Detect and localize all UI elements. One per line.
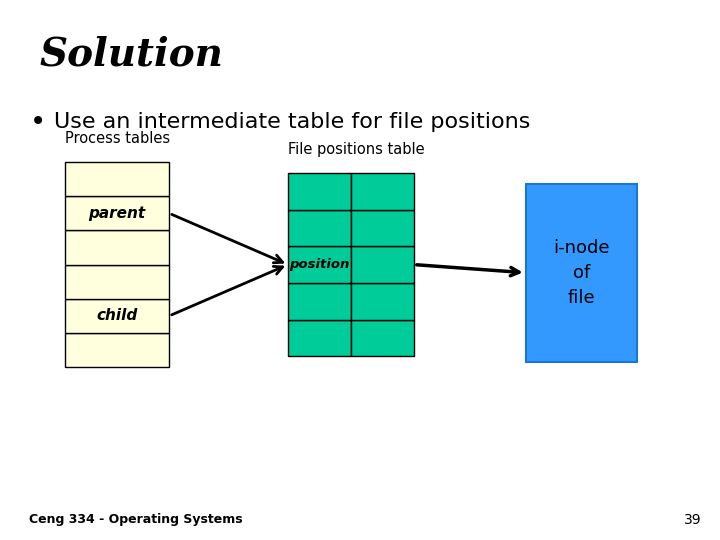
Bar [351, 210, 414, 246]
Text: child: child [96, 308, 138, 323]
Text: 39: 39 [685, 512, 702, 526]
Bar [288, 173, 351, 210]
Text: •: • [30, 107, 47, 136]
Bar [65, 265, 169, 299]
Text: i-node
of
file: i-node of file [553, 239, 610, 307]
Bar [351, 246, 414, 283]
Text: parent: parent [89, 206, 145, 221]
Bar [288, 320, 351, 356]
Text: Ceng 334 - Operating Systems: Ceng 334 - Operating Systems [29, 514, 243, 526]
Bar [65, 231, 169, 265]
Text: File positions table: File positions table [288, 141, 425, 157]
Text: Solution: Solution [40, 35, 223, 73]
Text: Process tables: Process tables [65, 131, 170, 146]
Bar [288, 246, 351, 283]
Bar [65, 162, 169, 196]
Bar [65, 299, 169, 333]
Bar [351, 283, 414, 320]
Text: Use an intermediate table for file positions: Use an intermediate table for file posit… [54, 111, 531, 132]
Bar [351, 173, 414, 210]
Bar [288, 210, 351, 246]
Bar [288, 283, 351, 320]
Bar [526, 184, 637, 362]
Bar [65, 196, 169, 231]
Text: position: position [289, 258, 350, 271]
Bar [65, 333, 169, 367]
Bar [351, 320, 414, 356]
